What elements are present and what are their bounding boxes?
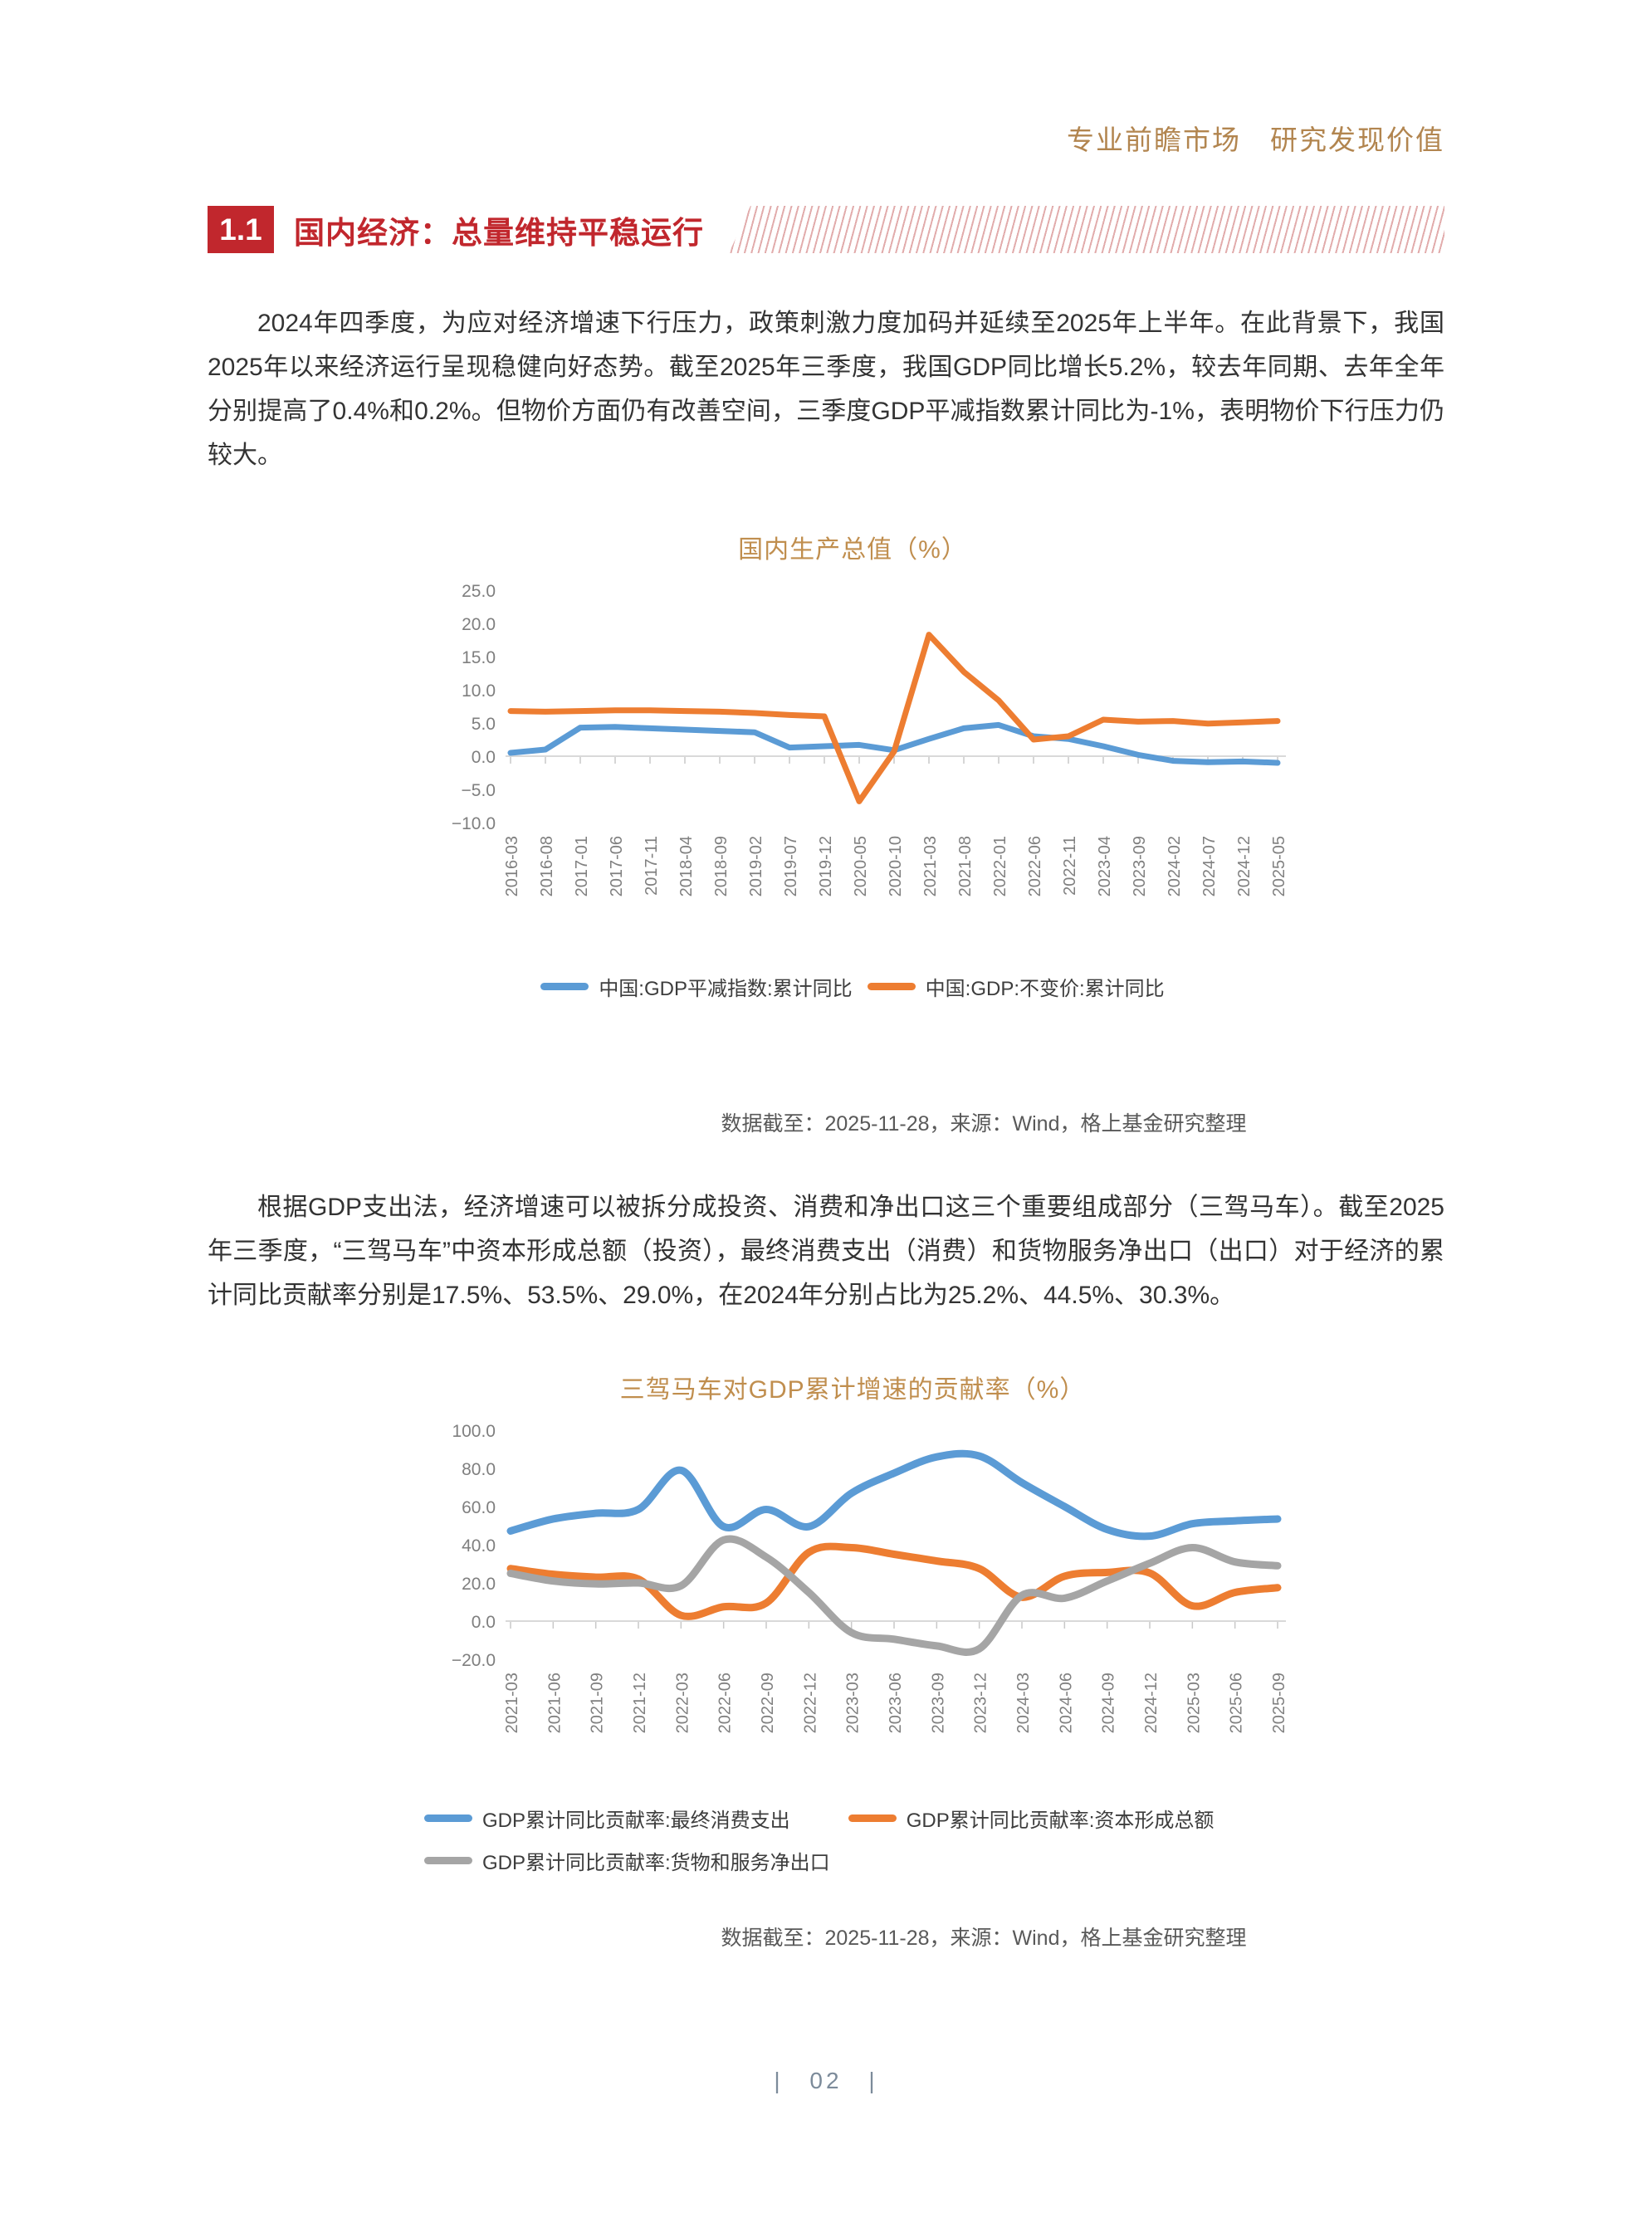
legend-swatch [867,983,916,990]
legend-label: GDP累计同比贡献率:资本形成总额 [906,1810,1215,1832]
legend-item: 中国:GDP平减指数:累计同比 [540,972,853,1001]
troika-chart-legend: GDP累计同比贡献率:最终消费支出 GDP累计同比贡献率:资本形成总额 GDP累计同… [413,1804,1293,1875]
svg-text:2021-03: 2021-03 [503,1673,521,1733]
troika-chart-svg: 100.0 80.0 60.0 40.0 20.0 0.0 −20.0 2021-03 2021… [452,1422,1288,1733]
svg-text:2024-12: 2024-12 [1235,836,1254,896]
troika-chart-block: 三驾马车对GDP累计增速的贡献率（%） 100.0 80.0 60.0 40.0 20.… [413,1369,1293,1875]
gdp-chart-source-caption: 数据截至：2025-11-28，来源：Wind，格上基金研究整理 [721,1112,1247,1136]
troika-chart-title: 三驾马车对GDP累计增速的贡献率（%） [619,1376,1086,1404]
svg-text:2023-12: 2023-12 [972,1673,990,1733]
section-hatch-decoration [729,206,1444,253]
svg-text:2023-09: 2023-09 [929,1673,947,1733]
svg-text:−10.0: −10.0 [452,814,496,833]
svg-text:2024-09: 2024-09 [1100,1673,1118,1733]
section-title: 国内经济：总量维持平稳运行 [294,215,704,250]
legend-label: 中国:GDP平减指数:累计同比 [599,978,853,1000]
svg-text:0.0: 0.0 [472,1613,496,1632]
legend-item: GDP累计同比贡献率:货物和服务净出口 [424,1846,830,1875]
svg-text:2022-03: 2022-03 [673,1673,692,1733]
gdp-chart-title: 国内生产总值（%） [738,536,967,564]
gdp-chart-block: 国内生产总值（%） 25.0 20.0 15.0 10.0 5.0 0.0 −5.0 −10.… [413,529,1293,1001]
svg-text:100.0: 100.0 [452,1422,496,1441]
legend-label: GDP累计同比贡献率:最终消费支出 [482,1810,790,1832]
svg-text:2024-03: 2024-03 [1014,1673,1033,1733]
legend-swatch [540,983,589,990]
svg-text:2022-09: 2022-09 [759,1673,777,1733]
svg-text:2016-03: 2016-03 [503,836,521,896]
svg-text:2017-01: 2017-01 [573,836,591,896]
svg-text:−5.0: −5.0 [462,781,496,800]
svg-text:2022-01: 2022-01 [991,836,1009,896]
svg-text:20.0: 20.0 [462,1575,496,1594]
svg-text:2018-09: 2018-09 [712,836,731,896]
paragraph-gdp-overview: 2024年四季度，为应对经济增速下行压力，政策刺激力度加码并延续至2025年上半… [208,310,1444,469]
svg-text:2023-04: 2023-04 [1096,836,1114,896]
svg-text:2025-05: 2025-05 [1270,836,1288,896]
svg-text:2025-09: 2025-09 [1270,1673,1288,1733]
svg-text:0.0: 0.0 [472,748,496,767]
svg-text:2024-06: 2024-06 [1057,1673,1075,1733]
svg-text:2019-12: 2019-12 [817,836,835,896]
svg-text:2019-02: 2019-02 [747,836,765,896]
svg-text:20.0: 20.0 [462,615,496,634]
report-page: 专业前瞻市场 研究发现价值 1.1 国内经济：总量维持平稳运行 2024年四季度… [208,125,1444,2093]
svg-text:80.0: 80.0 [462,1460,496,1479]
paragraph-troika: 根据GDP支出法，经济增速可以被拆分成投资、消费和净出口这三个重要组成部分（三驾… [208,1194,1444,1309]
svg-text:2022-12: 2022-12 [801,1673,819,1733]
section-banner: 1.1 国内经济：总量维持平稳运行 [208,206,1444,253]
svg-text:2021-09: 2021-09 [589,1673,607,1733]
svg-text:2021-12: 2021-12 [631,1673,649,1733]
svg-text:15.0: 15.0 [462,648,496,667]
svg-text:2024-07: 2024-07 [1200,836,1219,896]
svg-text:2018-04: 2018-04 [677,836,696,896]
gdp-chart-legend: 中国:GDP平减指数:累计同比 中国:GDP:不变价:累计同比 [413,972,1293,1001]
svg-text:2023-03: 2023-03 [844,1673,863,1733]
page-number: | 02 | [774,2068,878,2093]
svg-text:2017-11: 2017-11 [643,836,661,896]
svg-text:2025-03: 2025-03 [1185,1673,1203,1733]
svg-text:10.0: 10.0 [462,681,496,701]
legend-swatch [424,1815,472,1822]
svg-text:2023-09: 2023-09 [1131,836,1149,896]
svg-text:2024-12: 2024-12 [1142,1673,1161,1733]
svg-text:2024-02: 2024-02 [1166,836,1184,896]
svg-text:40.0: 40.0 [462,1536,496,1556]
svg-text:60.0: 60.0 [462,1498,496,1517]
legend-item: GDP累计同比贡献率:资本形成总额 [848,1804,1215,1833]
gdp-chart-svg: 25.0 20.0 15.0 10.0 5.0 0.0 −5.0 −10.0 2016-03 20… [452,582,1288,896]
svg-text:−20.0: −20.0 [452,1651,496,1670]
legend-swatch [424,1857,472,1864]
legend-label: GDP累计同比贡献率:货物和服务净出口 [482,1852,830,1874]
svg-text:2022-11: 2022-11 [1061,836,1079,896]
svg-text:2020-10: 2020-10 [887,836,905,896]
svg-text:2021-06: 2021-06 [545,1673,564,1733]
section-number-badge: 1.1 [208,206,274,253]
svg-text:25.0: 25.0 [462,582,496,601]
svg-text:2022-06: 2022-06 [1026,836,1044,896]
troika-chart-source-caption: 数据截至：2025-11-28，来源：Wind，格上基金研究整理 [721,1927,1247,1950]
svg-text:5.0: 5.0 [472,715,496,734]
legend-label: 中国:GDP:不变价:累计同比 [925,978,1165,1000]
svg-text:2022-06: 2022-06 [716,1673,735,1733]
svg-text:2021-08: 2021-08 [956,836,975,896]
svg-text:2021-03: 2021-03 [921,836,940,896]
svg-text:2019-07: 2019-07 [782,836,800,896]
legend-swatch [848,1815,897,1822]
svg-text:2017-06: 2017-06 [608,836,626,896]
svg-text:2025-06: 2025-06 [1228,1673,1246,1733]
legend-item: 中国:GDP:不变价:累计同比 [867,972,1165,1001]
svg-text:2020-05: 2020-05 [852,836,870,896]
legend-item: GDP累计同比贡献率:最终消费支出 [424,1804,790,1833]
header-slogan: 专业前瞻市场 研究发现价值 [1067,125,1444,155]
svg-text:2023-06: 2023-06 [887,1673,905,1733]
svg-text:2016-08: 2016-08 [538,836,556,896]
